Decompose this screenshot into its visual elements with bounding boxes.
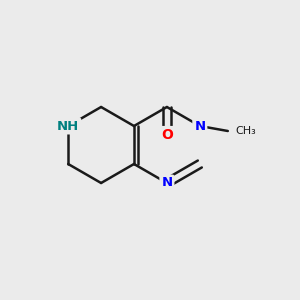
Text: N: N <box>161 176 172 190</box>
Text: NH: NH <box>57 119 79 133</box>
Text: N: N <box>194 119 206 133</box>
Text: O: O <box>161 128 173 142</box>
Text: CH₃: CH₃ <box>236 126 256 136</box>
